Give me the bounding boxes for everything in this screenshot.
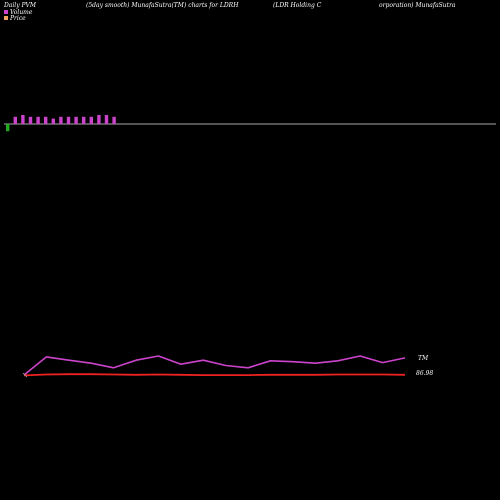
- volume-bar: [82, 116, 86, 124]
- volume-bar: [59, 116, 63, 124]
- tm-area: [22, 355, 406, 378]
- legend-label-price: Price: [9, 15, 26, 22]
- price-label: 86.98: [416, 370, 433, 377]
- volume-bar: [112, 116, 116, 124]
- volume-bar: [104, 115, 109, 124]
- volume-bar: [74, 116, 78, 124]
- legend-swatch-price: [4, 16, 8, 20]
- header-daily-pvm: Daily PVM: [3, 2, 37, 9]
- volume-bar: [51, 118, 55, 124]
- volume-bar: [36, 116, 40, 124]
- volume-bar: [21, 115, 25, 124]
- legend-swatch-volume: [4, 10, 8, 14]
- header-chart-title: (5day smooth) MunafaSutra(TM) charts for…: [86, 2, 239, 9]
- tm-line: [23, 355, 406, 376]
- volume-bar: [89, 116, 93, 124]
- volume-bar: [44, 116, 48, 124]
- volume-bar: [97, 115, 101, 124]
- header-company-part1: (LDR Holding C: [273, 2, 322, 9]
- volume-bar: [28, 116, 33, 124]
- volume-bar: [66, 116, 71, 124]
- volume-bars: [6, 115, 116, 132]
- header-company-part2: orporation) MunafaSutra: [379, 2, 456, 9]
- tm-label: TM: [418, 355, 429, 362]
- tm-start-tick: [22, 372, 28, 378]
- legend-label-volume: Volume: [10, 9, 33, 16]
- price-line: [23, 373, 406, 377]
- volume-bar: [6, 124, 10, 132]
- volume-bar: [13, 116, 17, 124]
